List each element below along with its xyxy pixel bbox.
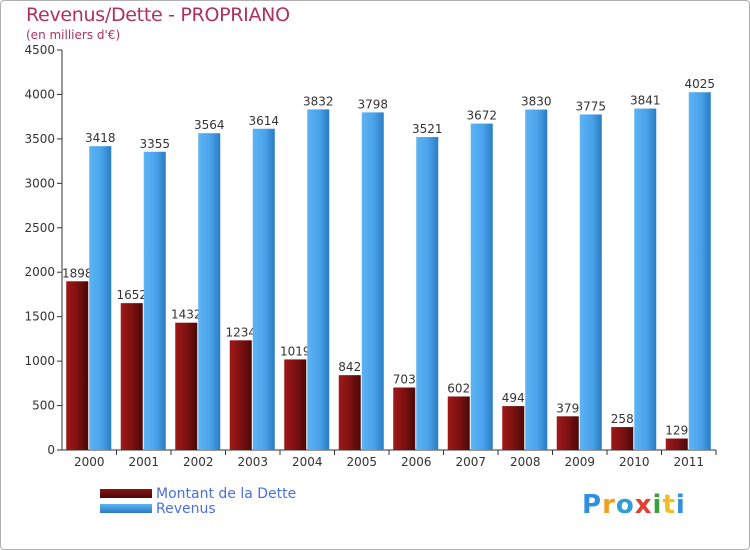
bar-debt	[229, 340, 252, 450]
x-tick-label: 2000	[74, 455, 105, 469]
data-label-debt: 1019	[280, 344, 311, 358]
data-label-revenue: 3614	[248, 114, 279, 128]
bar-debt	[393, 387, 416, 450]
legend-item-revenue: Revenus	[100, 500, 296, 517]
chart-subtitle: (en milliers d'€)	[26, 28, 121, 42]
data-label-debt: 602	[447, 381, 470, 395]
chart-title: Revenus/Dette - PROPRIANO	[26, 4, 290, 26]
data-label-debt: 494	[502, 391, 525, 405]
y-tick-label: 1000	[24, 354, 55, 368]
bar-debt	[120, 303, 143, 450]
y-tick-label: 3500	[24, 132, 55, 146]
legend-swatch-revenue	[100, 504, 152, 513]
data-label-revenue: 3521	[412, 122, 443, 136]
data-label-revenue: 3418	[85, 131, 116, 145]
y-tick-label: 2500	[24, 221, 55, 235]
data-label-revenue: 3564	[194, 118, 225, 132]
bar-revenue	[143, 151, 166, 450]
data-label-debt: 1432	[171, 308, 202, 322]
bar-debt	[66, 281, 89, 450]
x-tick-label: 2005	[346, 455, 377, 469]
y-tick-label: 4000	[24, 87, 55, 101]
x-tick-label: 2006	[401, 455, 432, 469]
bar-debt	[556, 416, 579, 450]
data-label-revenue: 3830	[521, 95, 552, 109]
x-tick-label: 2003	[237, 455, 268, 469]
bar-debt	[447, 396, 470, 450]
data-label-revenue: 3832	[303, 94, 334, 108]
logo-letter: i	[652, 490, 663, 520]
bar-revenue	[470, 123, 493, 450]
data-label-debt: 1234	[225, 325, 256, 339]
legend-label-revenue: Revenus	[156, 500, 216, 517]
chart-legend: Montant de la Dette Revenus	[100, 485, 297, 517]
bar-revenue	[361, 112, 384, 451]
logo-letter: o	[615, 490, 635, 520]
bar-revenue	[198, 133, 221, 450]
bar-revenue	[416, 137, 439, 450]
data-label-debt: 703	[393, 373, 416, 387]
bar-revenue	[307, 109, 330, 450]
bar-debt	[611, 427, 634, 450]
data-label-revenue: 3355	[139, 137, 170, 151]
bar-revenue	[579, 114, 602, 450]
y-tick-label: 500	[32, 399, 55, 413]
data-label-revenue: 3672	[466, 109, 497, 123]
bar-revenue	[634, 108, 657, 451]
x-tick-label: 2008	[510, 455, 541, 469]
bar-debt	[665, 438, 688, 450]
data-label-debt: 129	[665, 424, 688, 438]
legend-swatch-debt	[100, 489, 152, 498]
logo-letter: t	[662, 490, 676, 520]
legend-label-debt: Montant de la Dette	[156, 485, 297, 502]
x-tick-label: 2002	[183, 455, 214, 469]
data-label-debt: 258	[611, 412, 634, 426]
x-tick-label: 2004	[292, 455, 323, 469]
y-tick-label: 1500	[24, 310, 55, 324]
bar-revenue	[252, 128, 275, 450]
data-label-debt: 1652	[116, 288, 147, 302]
data-label-revenue: 3775	[575, 99, 606, 113]
logo-letter: i	[675, 490, 686, 520]
data-label-debt: 1898	[62, 266, 93, 280]
data-label-revenue: 3841	[630, 94, 661, 108]
x-tick-label: 2010	[619, 455, 650, 469]
proxiti-logo: Proxiti	[582, 490, 686, 520]
bar-revenue	[89, 146, 112, 450]
x-tick-label: 2001	[128, 455, 159, 469]
data-label-revenue: 3798	[357, 97, 388, 111]
x-tick-label: 2007	[455, 455, 486, 469]
y-tick-label: 2000	[24, 265, 55, 279]
bar-revenue	[688, 92, 711, 450]
legend-item-debt: Montant de la Dette	[100, 485, 297, 502]
data-label-debt: 842	[338, 360, 361, 374]
x-tick-label: 2009	[564, 455, 595, 469]
bar-debt	[502, 406, 525, 450]
y-tick-label: 3000	[24, 176, 55, 190]
data-label-revenue: 4025	[684, 77, 715, 91]
bar-debt	[175, 322, 198, 450]
data-label-debt: 379	[556, 401, 579, 415]
logo-letter: x	[634, 490, 653, 520]
x-tick-label: 2011	[673, 455, 704, 469]
logo-letter: r	[602, 490, 616, 520]
bar-revenue	[525, 109, 548, 451]
bar-debt	[338, 375, 361, 450]
y-tick-label: 4500	[24, 43, 55, 57]
y-tick-label: 0	[47, 443, 55, 457]
logo-letter: P	[582, 490, 603, 520]
bar-debt	[284, 359, 307, 450]
